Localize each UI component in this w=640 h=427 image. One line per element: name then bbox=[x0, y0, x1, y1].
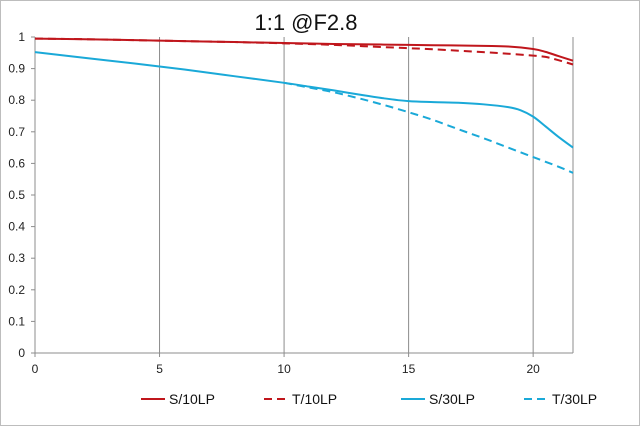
legend-label: S/30LP bbox=[429, 391, 475, 407]
y-tick-label: 0 bbox=[18, 346, 25, 360]
y-tick-label: 0.1 bbox=[8, 314, 25, 328]
y-tick-labels: 0 0.1 0.2 0.3 0.4 0.5 0.6 0.7 0.8 0.9 1 bbox=[8, 30, 25, 360]
series-line-t-10lp bbox=[34, 37, 574, 66]
chart-title: 1:1 @F2.8 bbox=[254, 10, 357, 35]
legend-label: T/30LP bbox=[552, 391, 597, 407]
grid-lines bbox=[159, 37, 574, 353]
y-tick-label: 0.4 bbox=[8, 220, 25, 234]
x-tick-label: 5 bbox=[156, 362, 163, 376]
y-tick-label: 0.6 bbox=[8, 156, 25, 170]
y-tick-label: 0.7 bbox=[8, 125, 25, 139]
x-tick-label: 10 bbox=[277, 362, 291, 376]
y-tick-label: 0.3 bbox=[8, 251, 25, 265]
x-tick-label: 15 bbox=[402, 362, 416, 376]
legend: S/10LP T/10LP S/30LP T/30LP bbox=[141, 391, 597, 407]
series-line-t-30lp bbox=[283, 81, 574, 174]
y-tick-label: 0.5 bbox=[8, 188, 25, 202]
x-tick-label: 0 bbox=[32, 362, 39, 376]
y-tick-label: 0.8 bbox=[8, 93, 25, 107]
legend-label: S/10LP bbox=[169, 391, 215, 407]
series-line-s-10lp bbox=[34, 37, 574, 62]
y-tick-label: 1 bbox=[18, 30, 25, 44]
series-lines bbox=[34, 37, 574, 174]
x-tick-labels: 0 5 10 15 20 bbox=[32, 362, 540, 376]
y-tick-label: 0.9 bbox=[8, 62, 25, 76]
axes bbox=[31, 36, 573, 357]
x-tick-label: 20 bbox=[526, 362, 540, 376]
legend-label: T/10LP bbox=[292, 391, 337, 407]
y-tick-label: 0.2 bbox=[8, 283, 25, 297]
series-line-s-30lp bbox=[34, 51, 574, 149]
